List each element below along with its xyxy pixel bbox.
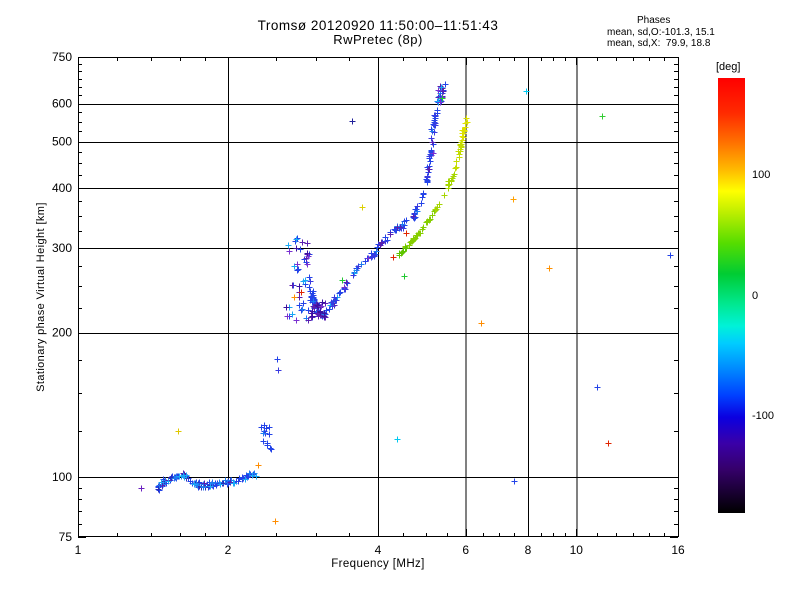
gridlines bbox=[78, 57, 678, 537]
scatter-points bbox=[396, 245, 410, 259]
scatter-points bbox=[599, 113, 606, 120]
phases-o-stats: mean, sd,O:-101.3, 15.1 bbox=[607, 26, 715, 38]
colorbar-unit-label: [deg] bbox=[716, 61, 741, 73]
y-tick-label: 75 bbox=[59, 530, 73, 544]
scatter-points bbox=[298, 230, 612, 447]
scatter-points bbox=[339, 95, 446, 284]
y-tick-label: 100 bbox=[52, 470, 72, 484]
scatter-points bbox=[359, 204, 366, 211]
scatter-points bbox=[275, 93, 444, 374]
colorbar bbox=[718, 78, 745, 513]
x-tick-label: 8 bbox=[525, 543, 532, 557]
scatter-points bbox=[452, 139, 465, 172]
phases-heading: Phases bbox=[637, 15, 671, 26]
scatter-points bbox=[138, 485, 145, 492]
data-points bbox=[138, 81, 674, 525]
plot-subtitle: RwPretec (8p) bbox=[333, 32, 423, 47]
scatter-points bbox=[510, 196, 517, 203]
scatter-points bbox=[432, 171, 458, 213]
x-tick-label: 2 bbox=[225, 543, 232, 557]
scatter-points bbox=[283, 245, 328, 320]
y-tick-label: 300 bbox=[52, 241, 72, 255]
axis-ticks bbox=[78, 57, 679, 538]
x-axis-title: Frequency [MHz] bbox=[331, 558, 425, 570]
scatter-points bbox=[255, 320, 485, 525]
scatter-points bbox=[284, 87, 446, 324]
y-tick-label: 200 bbox=[52, 326, 72, 340]
scatter-points bbox=[291, 265, 553, 301]
x-tick-label: 16 bbox=[671, 543, 685, 557]
phases-x-stats: mean, sd,X: 79.9, 18.8 bbox=[607, 38, 711, 49]
phases-annotation: Phases mean, sd,O:-101.3, 15.1 mean, sd,… bbox=[607, 15, 715, 50]
x-tick-label: 1 bbox=[75, 543, 82, 557]
scatter-points bbox=[402, 207, 439, 251]
scatter-points bbox=[459, 115, 471, 144]
scatter-points bbox=[155, 81, 674, 494]
scatter-points bbox=[159, 83, 447, 489]
colorbar-tick-label: 0 bbox=[752, 289, 759, 302]
scatter-points bbox=[175, 428, 182, 435]
x-tick-label: 6 bbox=[462, 543, 469, 557]
y-tick-label: 500 bbox=[52, 135, 72, 149]
y-tick-label: 400 bbox=[52, 181, 72, 195]
x-tick-label: 4 bbox=[375, 543, 382, 557]
y-tick-label: 750 bbox=[52, 50, 72, 64]
tick-labels: 1 2 4 6 8 10 16 75 100 200 300 400 500 600 750 bbox=[52, 50, 685, 557]
x-tick-label: 10 bbox=[570, 543, 584, 557]
plot-title: Tromsø 20120920 11:50:00–11:51:43 bbox=[257, 18, 499, 33]
scatter-points bbox=[394, 88, 530, 443]
colorbar-tick-label: -100 bbox=[752, 410, 775, 423]
colorbar-tick-label: 100 bbox=[752, 168, 771, 181]
y-tick-label: 600 bbox=[52, 97, 72, 111]
scatter-points bbox=[349, 118, 356, 125]
